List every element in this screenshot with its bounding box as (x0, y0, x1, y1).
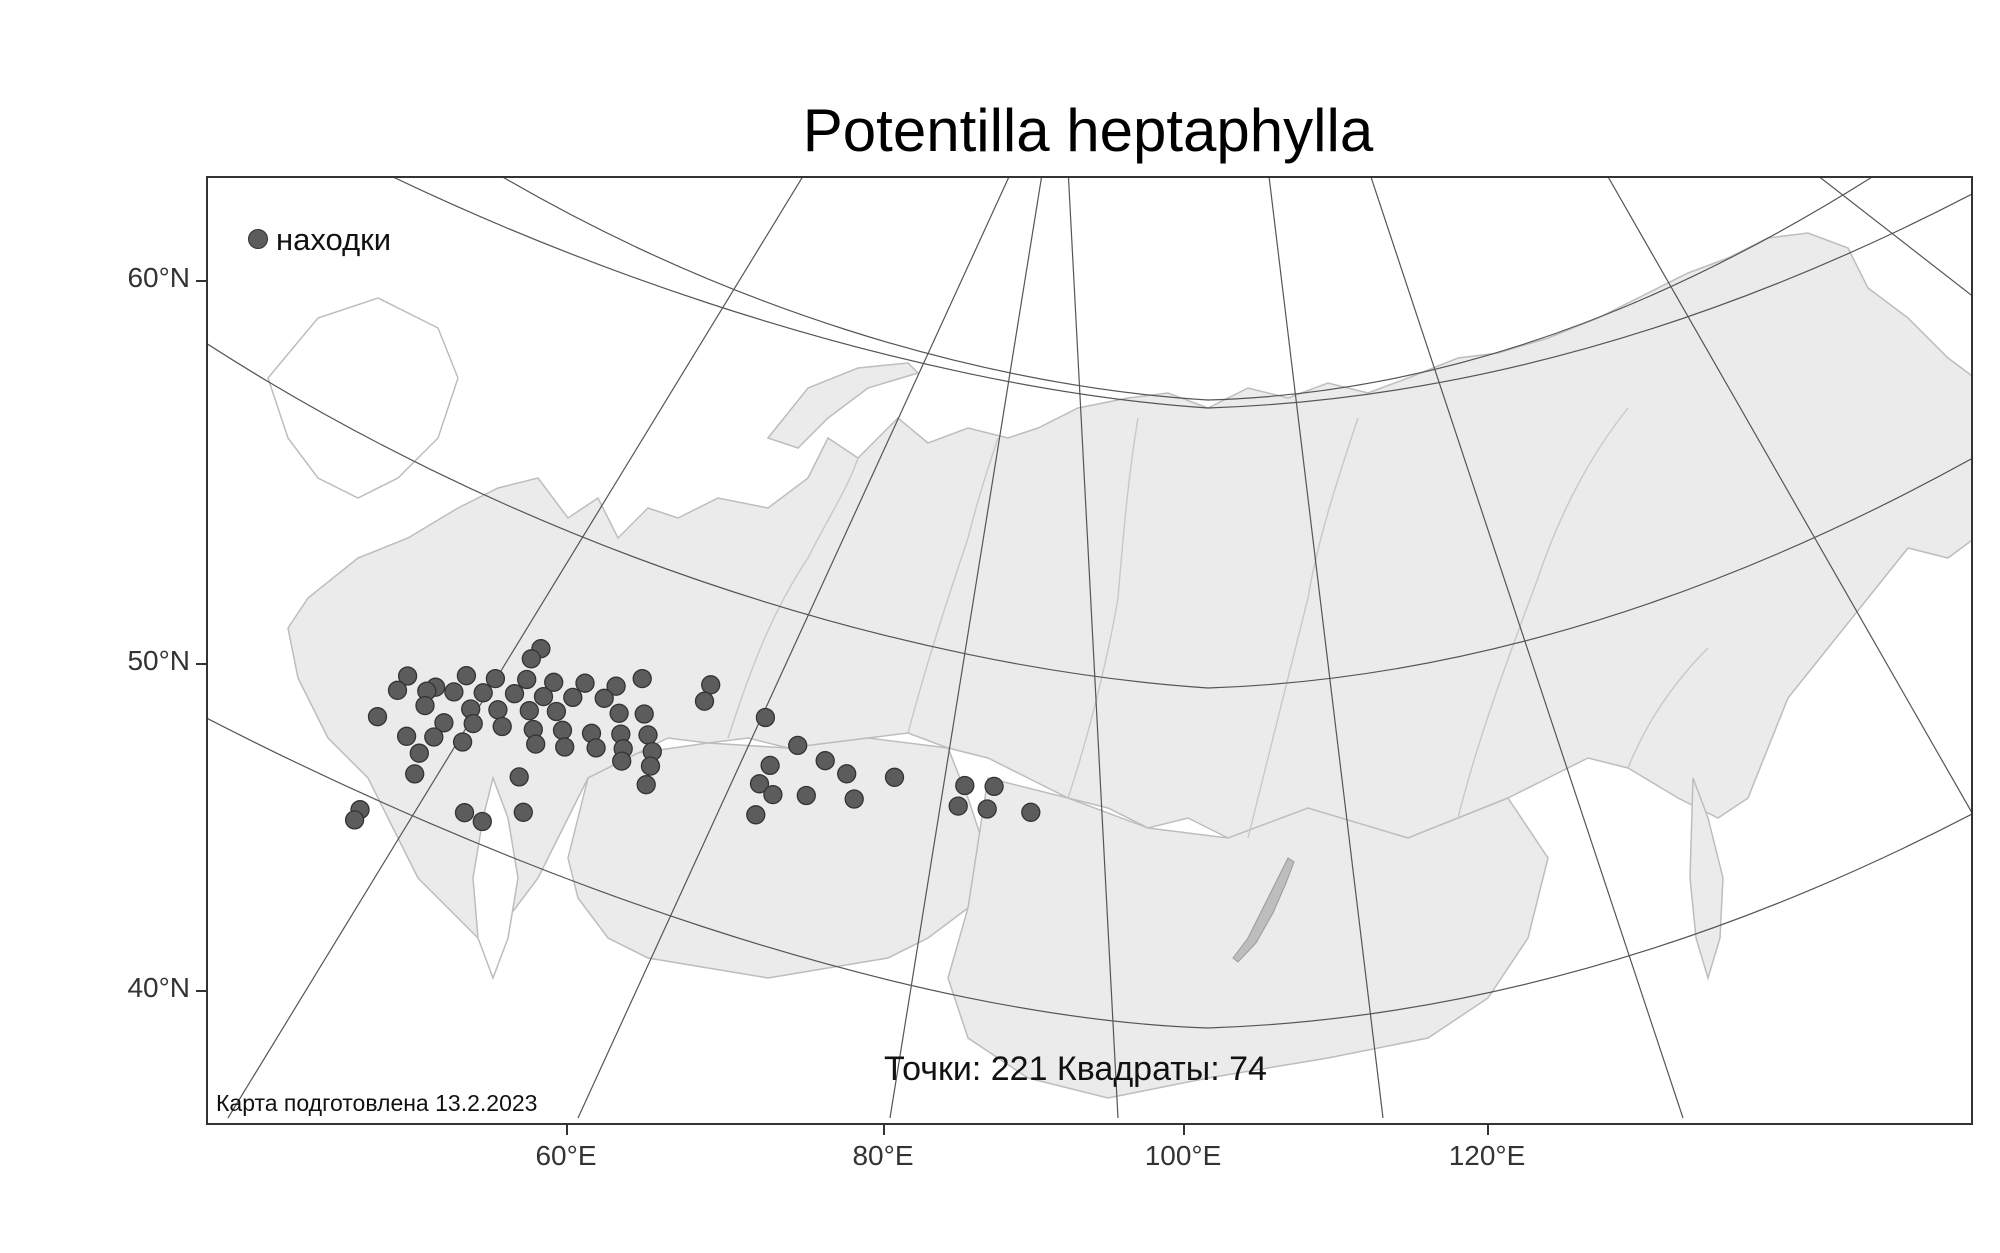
occurrence-point (544, 672, 564, 692)
occurrence-point (977, 799, 997, 819)
occurrence-point (575, 673, 595, 693)
lon-label-60: 60°E (535, 1140, 597, 1171)
legend-marker (248, 229, 268, 249)
occurrence-point (444, 682, 464, 702)
occurrence-point (694, 691, 715, 711)
occurrence-point (844, 789, 864, 809)
occurrence-point (492, 716, 512, 737)
occurrence-point (546, 701, 567, 722)
occurrence-point (517, 669, 537, 690)
occurrence-point (452, 732, 473, 752)
lon-tick-100 (1183, 1125, 1185, 1135)
occurrence-point (454, 803, 475, 823)
occurrence-point (533, 686, 554, 707)
occurrence-point (606, 676, 626, 696)
lon-label-120: 120°E (1448, 1140, 1526, 1171)
occurrence-point (948, 796, 968, 816)
lon-label-100: 100°E (1144, 1140, 1222, 1171)
occurrence-point (636, 775, 656, 795)
occurrence-point (638, 725, 658, 745)
occurrence-points (344, 639, 1041, 832)
occurrence-point (387, 680, 408, 700)
occurrence-point (746, 805, 766, 825)
occurrence-point (763, 784, 783, 805)
occurrence-point (760, 755, 780, 776)
map-area (206, 176, 1973, 1125)
occurrence-point (488, 700, 508, 720)
occurrence-point (397, 666, 418, 686)
occurrence-point (1021, 802, 1041, 822)
occurrence-point (955, 775, 975, 796)
occurrence-point (409, 743, 429, 763)
occurrence-point (463, 713, 483, 734)
land-sakhalin (1689, 777, 1724, 981)
occurrence-point (884, 767, 905, 787)
lat-tick-40 (196, 990, 206, 992)
land-central-asia (567, 737, 989, 979)
occurrence-point (344, 810, 365, 830)
lat-tick-60 (196, 280, 206, 282)
occurrence-point (424, 727, 444, 747)
occurrence-point (434, 713, 454, 733)
map-title: Potentilla heptaphylla (802, 97, 1374, 164)
occurrence-point (612, 751, 632, 771)
occurrence-point (609, 703, 629, 723)
occurrence-point (504, 684, 525, 704)
map-canvas (208, 178, 1971, 1119)
lon-tick-60 (566, 1125, 568, 1135)
occurrence-point (405, 764, 425, 784)
occurrence-point (594, 688, 614, 708)
graticule (208, 178, 1971, 1119)
occurrence-point (396, 726, 417, 746)
lon-label-80: 80°E (852, 1140, 914, 1171)
occurrence-point (509, 767, 529, 787)
rivers (727, 407, 1709, 839)
occurrence-point (815, 751, 835, 771)
occurrence-point (984, 776, 1004, 797)
occurrence-point (837, 764, 857, 784)
occurrence-point (552, 720, 573, 740)
occurrence-point (456, 666, 477, 686)
land-novaya-zemlya (766, 362, 920, 449)
lat-label-40: 40°N (127, 972, 190, 1003)
occurrence-point (415, 695, 435, 716)
occurrence-point (632, 668, 652, 689)
occurrence-point (513, 802, 533, 822)
occurrence-point (755, 707, 776, 728)
occurrence-point (701, 675, 721, 695)
occurrence-point (796, 785, 816, 806)
occurrence-point (640, 756, 661, 776)
lon-tick-80 (883, 1125, 885, 1135)
occurrence-point (521, 649, 541, 669)
occurrence-point (473, 683, 493, 703)
occurrence-point (563, 687, 583, 708)
occurrence-point (526, 734, 546, 754)
occurrence-point (586, 738, 606, 758)
land-scandinavia (267, 297, 459, 499)
occurrence-point (472, 811, 492, 832)
occurrence-point (555, 737, 575, 757)
legend-label: находки (276, 222, 392, 257)
occurrence-point (367, 707, 388, 727)
lat-tick-50 (196, 663, 206, 665)
credit-text: Карта подготовлена 13.2.2023 (216, 1090, 538, 1116)
stats-text: Точки: 221 Квадраты: 74 (884, 1050, 1267, 1088)
lon-tick-120 (1487, 1125, 1489, 1135)
lat-label-50: 50°N (127, 645, 190, 676)
occurrence-point (749, 774, 770, 794)
lat-label-60: 60°N (127, 262, 190, 293)
water-baikal (1232, 857, 1295, 963)
occurrence-point (788, 735, 808, 756)
occurrence-point (485, 668, 506, 689)
occurrence-point (519, 701, 539, 721)
occurrence-point (634, 704, 654, 724)
